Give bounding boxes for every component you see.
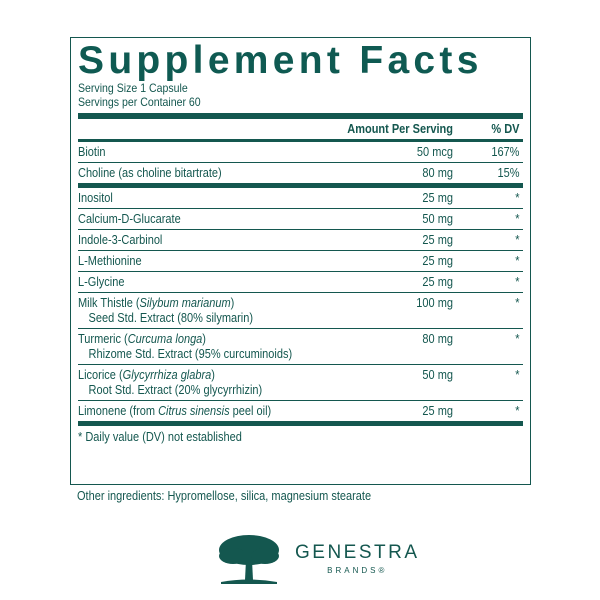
servings-per-container: Servings per Container 60 [78,95,201,109]
nutrient-dv: 167% [491,145,520,159]
nutrient-name: L-Glycine [78,275,125,289]
brand-name: GENESTRA [295,541,420,563]
nutrient-name: Biotin [78,145,106,159]
nutrient-amount: 50 mg [422,368,453,382]
nutrient-amount: 25 mg [422,191,453,205]
nutrient-name: Turmeric (Curcuma longa) Rhizome Std. Ext… [78,332,320,362]
latin-name: Glycyrrhiza glabra [122,368,212,382]
nutrient-amount: 50 mcg [416,145,453,159]
supplement-facts-panel: Supplement Facts Serving Size 1 Capsule … [70,37,531,485]
nutrient-name: Milk Thistle (Silybum marianum) Seed Std.… [78,296,320,326]
nutrient-row: Licorice (Glycyrrhiza glabra) Root Std. E… [78,365,523,401]
nutrient-dv: * [515,212,520,226]
nutrient-dv: * [515,368,520,382]
nutrient-name: L-Methionine [78,254,142,268]
nutrient-dv: * [515,191,520,205]
nutrient-row: Calcium-D-Glucarate 50 mg * [78,209,523,230]
nutrient-dv: * [515,275,520,289]
nutrient-amount: 25 mg [422,254,453,268]
brand-logo: GENESTRA BRANDS® [215,530,420,586]
nutrient-amount: 25 mg [422,233,453,247]
divider-thick [78,183,523,188]
nutrient-dv: * [515,254,520,268]
extract-detail: Root Std. Extract (20% glycyrrhizin) [88,383,263,397]
column-header: Amount Per Serving % DV [78,119,523,139]
nutrient-name: Limonene (from Citrus sinensis peel oil) [78,404,272,418]
brand-sub: BRANDS® [327,565,388,575]
extract-detail: Rhizome Std. Extract (95% curcuminoids) [88,347,293,361]
nutrient-name: Indole-3-Carbinol [78,233,163,247]
nutrient-name: Licorice (Glycyrrhiza glabra) Root Std. E… [78,368,320,398]
nutrient-amount: 80 mg [422,332,453,346]
nutrient-row: Choline (as choline bitartrate) 80 mg 15% [78,163,523,184]
nutrient-row: Indole-3-Carbinol 25 mg * [78,230,523,251]
amount-header: Amount Per Serving [347,122,453,136]
nutrient-name: Calcium-D-Glucarate [78,212,181,226]
nutrient-dv: * [515,296,520,310]
nutrient-dv: * [515,404,520,418]
dv-header: % DV [491,122,520,136]
nutrient-row: Inositol 25 mg * [78,188,523,209]
nutrient-row: Limonene (from Citrus sinensis peel oil)… [78,401,523,422]
tree-icon [219,535,279,584]
nutrient-row: L-Methionine 25 mg * [78,251,523,272]
nutrient-amount: 100 mg [416,296,453,310]
nutrient-name: Choline (as choline bitartrate) [78,166,222,180]
nutrient-row: Biotin 50 mcg 167% [78,142,523,163]
nutrient-amount: 50 mg [422,212,453,226]
nutrient-dv: * [515,233,520,247]
nutrient-row: Turmeric (Curcuma longa) Rhizome Std. Ext… [78,329,523,365]
nutrient-name: Inositol [78,191,113,205]
divider-thick [78,113,523,119]
divider-thick [78,421,523,426]
latin-name: Citrus sinensis [158,404,230,418]
nutrient-amount: 25 mg [422,404,453,418]
serving-size: Serving Size 1 Capsule [78,81,188,95]
extract-detail: Seed Std. Extract (80% silymarin) [88,311,254,325]
footnote: * Daily value (DV) not established [78,430,242,444]
nutrient-row: Milk Thistle (Silybum marianum) Seed Std.… [78,293,523,329]
nutrient-dv: * [515,332,520,346]
latin-name: Curcuma longa [127,332,203,346]
nutrient-amount: 25 mg [422,275,453,289]
panel-title: Supplement Facts [78,39,483,82]
nutrient-row: L-Glycine 25 mg * [78,272,523,293]
nutrient-dv: 15% [497,166,520,180]
nutrient-amount: 80 mg [422,166,453,180]
divider-medium [78,139,523,142]
other-ingredients: Other ingredients: Hypromellose, silica,… [77,489,372,503]
latin-name: Silybum marianum [139,296,231,310]
